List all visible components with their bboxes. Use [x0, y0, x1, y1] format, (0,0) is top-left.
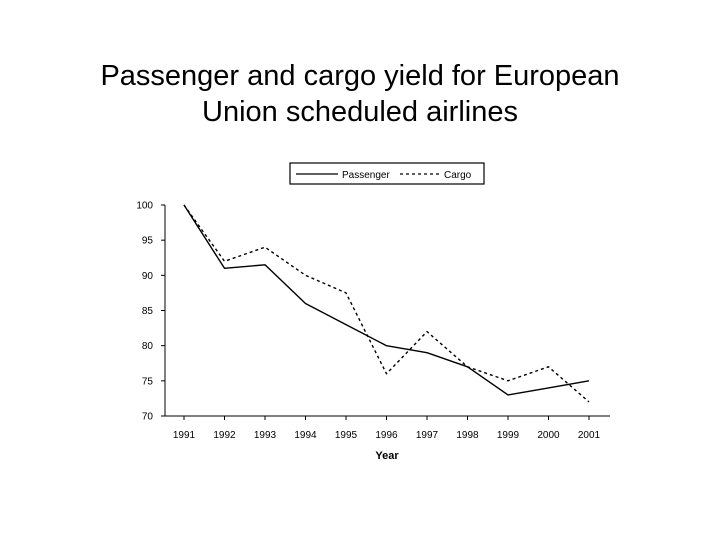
- x-tick-label: 1997: [416, 430, 439, 441]
- x-tick-label: 1996: [375, 430, 398, 441]
- y-tick-label: 80: [142, 341, 154, 352]
- slide-title-line-1: Passenger and cargo yield for European: [100, 60, 620, 92]
- x-axis-title: Year: [375, 450, 399, 462]
- x-tick-label: 1992: [213, 430, 236, 441]
- y-tick-label: 90: [142, 271, 154, 282]
- slide-title-line-2: Union scheduled airlines: [202, 96, 518, 128]
- series-layer: [183, 204, 590, 403]
- cargo-series-line: [183, 204, 590, 403]
- legend-box: [289, 162, 485, 185]
- x-tick-label: 2000: [537, 430, 560, 441]
- y-tick-label: 85: [142, 306, 154, 317]
- passenger-series-line: [183, 204, 590, 396]
- y-tick-label: 100: [136, 201, 153, 212]
- legend: Passenger Cargo: [289, 162, 485, 185]
- legend-label-cargo: Cargo: [444, 170, 472, 181]
- x-tick-label: 1999: [497, 430, 520, 441]
- y-tick-label: 70: [142, 412, 154, 423]
- slide-title: Passenger and cargo yield for European U…: [0, 58, 720, 130]
- legend-label-passenger: Passenger: [342, 170, 390, 181]
- x-tick-label: 1991: [173, 430, 196, 441]
- x-tick-label: 1994: [294, 430, 317, 441]
- x-tick-label: 1995: [335, 430, 358, 441]
- x-tick-label: 1993: [254, 430, 277, 441]
- x-tick-label: 1998: [456, 430, 479, 441]
- y-tick-label: 75: [142, 376, 154, 387]
- x-tick-label: 2001: [578, 430, 601, 441]
- y-tick-label: 95: [142, 236, 154, 247]
- axes: 70 75 80 85 90 95 100 1991 1992 1993 1994 1995 1996 1…: [136, 201, 610, 441]
